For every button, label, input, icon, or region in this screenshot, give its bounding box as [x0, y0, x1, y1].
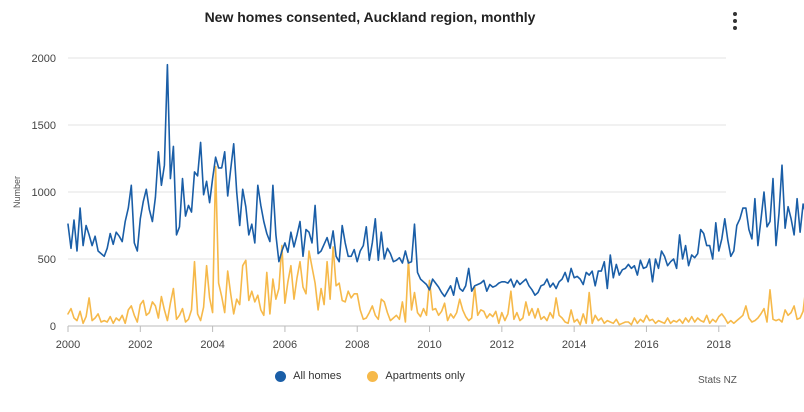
y-tick-label: 2000: [32, 53, 56, 65]
legend-swatch-icon: [367, 370, 379, 382]
y-tick-label: 1500: [32, 120, 56, 132]
more-vertical-icon: [733, 26, 737, 31]
chart-title: New homes consented, Auckland region, mo…: [204, 9, 536, 25]
x-tick-label: 2010: [417, 339, 441, 351]
x-tick-label: 2012: [490, 339, 514, 351]
legend-item-apartments-only[interactable]: Apartments only: [367, 370, 465, 382]
series-line-apartments-only[interactable]: [67, 165, 804, 326]
x-tick-label: 2006: [273, 339, 297, 351]
legend-label: Apartments only: [385, 370, 465, 382]
chart-legend: All homes Apartments only: [0, 370, 740, 382]
x-tick-label: 2016: [634, 339, 658, 351]
x-tick-label: 2002: [128, 339, 152, 351]
x-tick-label: 2000: [56, 339, 80, 351]
x-tick-label: 2014: [562, 339, 586, 351]
x-tick-label: 2004: [200, 339, 224, 351]
y-tick-label: 0: [50, 321, 56, 333]
series-line-all-homes[interactable]: [67, 63, 804, 298]
y-tick-label: 500: [38, 254, 56, 266]
legend-swatch-icon: [275, 370, 287, 382]
legend-item-all-homes[interactable]: All homes: [275, 370, 341, 382]
chart-menu-button[interactable]: [726, 10, 744, 32]
y-axis-title: Number: [12, 176, 22, 208]
y-tick-label: 1000: [32, 187, 56, 199]
more-vertical-icon: [733, 11, 737, 16]
legend-label: All homes: [293, 370, 342, 382]
more-vertical-icon: [733, 18, 737, 23]
x-tick-label: 2018: [707, 339, 731, 351]
x-tick-label: 2008: [345, 339, 369, 351]
source-credit: Stats NZ: [698, 375, 737, 386]
